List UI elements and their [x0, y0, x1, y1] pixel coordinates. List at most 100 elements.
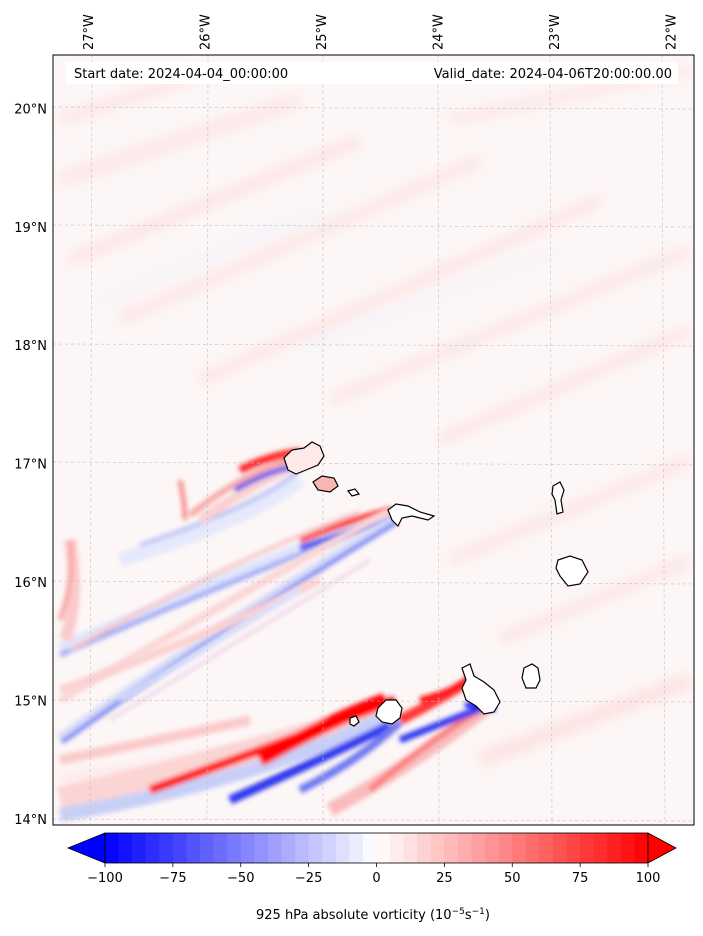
lat-tick-label: 17°N: [14, 458, 47, 473]
colorbar-level: [132, 833, 147, 863]
grid-lon-22: [661, 54, 666, 826]
colorbar-level: [376, 833, 391, 863]
colorbar-level: [539, 833, 554, 863]
island-sao-vicente: [312, 475, 339, 493]
colorbar-level: [417, 833, 432, 863]
map-background: [53, 55, 694, 825]
colorbar-level: [240, 833, 255, 863]
colorbar-title-exp1: −5: [452, 907, 465, 917]
colorbar-tick-label: 75: [572, 871, 589, 886]
latitude-tick-labels: 14°N 15°N 16°N 17°N 18°N 19°N 20°N: [14, 102, 47, 828]
lat-tick-label: 15°N: [14, 695, 47, 710]
grid-lat-16: [52, 580, 695, 585]
colorbar-level: [172, 833, 188, 863]
colorbar-tick-label: −25: [295, 871, 322, 886]
colorbar-level: [512, 833, 527, 863]
lon-tick-label: 23°W: [548, 14, 563, 50]
colorbar-level: [457, 833, 473, 863]
colorbar-tick-label: 50: [504, 871, 521, 886]
colorbar-level: [281, 833, 296, 863]
colorbar-title: 925 hPa absolute vorticity (10−5s−1): [256, 907, 490, 923]
lat-tick-label: 18°N: [14, 339, 47, 354]
coastlines: [283, 441, 589, 727]
grid-lat-19: [52, 224, 695, 228]
colorbar-level: [105, 833, 120, 863]
colorbar-tick-label: −50: [227, 871, 254, 886]
grid-lat-17: [52, 461, 695, 466]
island-maio: [521, 663, 541, 689]
map-frame: [52, 54, 695, 826]
lon-tick-label: 24°W: [432, 14, 447, 50]
colorbar-level: [444, 833, 459, 863]
lon-tick-label: 22°W: [665, 14, 680, 50]
colorbar-level: [566, 833, 581, 863]
colorbar-level: [267, 833, 283, 863]
lon-tick-label: 27°W: [82, 14, 97, 50]
colorbar-level: [362, 833, 378, 863]
colorbar-level: [322, 833, 337, 863]
island-brava: [349, 715, 360, 727]
colorbar-level: [430, 833, 445, 863]
colorbar-tick-labels: −100 −75 −50 −25 0 25 50 75 100: [87, 863, 660, 886]
colorbar-level: [525, 833, 540, 863]
grid-lon-26: [206, 54, 209, 826]
island-santa-luzia: [346, 488, 361, 497]
island-sal: [551, 481, 565, 515]
colorbar-level: [552, 833, 568, 863]
grid-lat-15: [52, 699, 695, 703]
colorbar-tick-label: −75: [159, 871, 186, 886]
lon-tick-label: 25°W: [315, 14, 330, 50]
vorticity-field: [56, 65, 693, 822]
lat-tick-label: 19°N: [14, 221, 47, 236]
grid-lat-18: [52, 343, 695, 347]
island-fogo: [375, 699, 403, 725]
colorbar-level: [634, 833, 649, 863]
colorbar-tick-label: 0: [372, 871, 380, 886]
gridlines: [52, 54, 695, 826]
grid-lon-24: [437, 54, 440, 826]
colorbar-level: [227, 833, 242, 863]
colorbar-level: [593, 833, 608, 863]
colorbar-level: [118, 833, 133, 863]
colorbar-level: [213, 833, 228, 863]
colorbar-level: [200, 833, 215, 863]
colorbar-tick-label: −100: [87, 871, 123, 886]
colorbar-level: [580, 833, 595, 863]
colorbar-level: [159, 833, 174, 863]
grid-lat-20: [52, 106, 695, 110]
colorbar-level: [498, 833, 513, 863]
colorbar-title-exp2: −1: [472, 907, 485, 917]
map-panel: Start date: 2024-04-04_00:00:00 Valid_da…: [52, 54, 695, 826]
island-boa-vista: [555, 555, 589, 587]
colorbar-extend-min: [66, 832, 106, 864]
lat-tick-label: 20°N: [14, 102, 47, 117]
lon-tick-label: 26°W: [199, 14, 214, 50]
colorbar-level: [186, 833, 201, 863]
colorbar-tick-label: 25: [436, 871, 453, 886]
colorbar-tick-label: 100: [636, 871, 661, 886]
island-santiago: [461, 663, 501, 715]
valid-date-label: Valid_date: 2024-04-06T20:00:00.00: [434, 67, 672, 82]
island-santo-antao: [283, 441, 325, 475]
colorbar-level: [308, 833, 323, 863]
colorbar-level: [607, 833, 622, 863]
lat-tick-label: 14°N: [14, 813, 47, 828]
colorbar-level: [471, 833, 486, 863]
colorbar-level: [485, 833, 500, 863]
date-annotation-box: [66, 62, 678, 84]
colorbar-level: [620, 833, 636, 863]
colorbar-level: [349, 833, 364, 863]
colorbar-title-prefix: 925 hPa absolute vorticity (10: [256, 908, 452, 923]
colorbar-level: [390, 833, 405, 863]
colorbar-level: [403, 833, 418, 863]
grid-lon-23: [549, 54, 553, 826]
grid-lat-14: [52, 818, 695, 822]
colorbar-level: [295, 833, 310, 863]
colorbar-title-suffix: ): [485, 908, 490, 923]
lat-tick-label: 16°N: [14, 576, 47, 591]
colorbar-extend-max: [647, 832, 677, 864]
colorbar: −100 −75 −50 −25 0 25 50 75 100 925 hPa absolute…: [66, 832, 677, 923]
island-sao-nicolau: [387, 503, 436, 528]
colorbar-level: [254, 833, 269, 863]
